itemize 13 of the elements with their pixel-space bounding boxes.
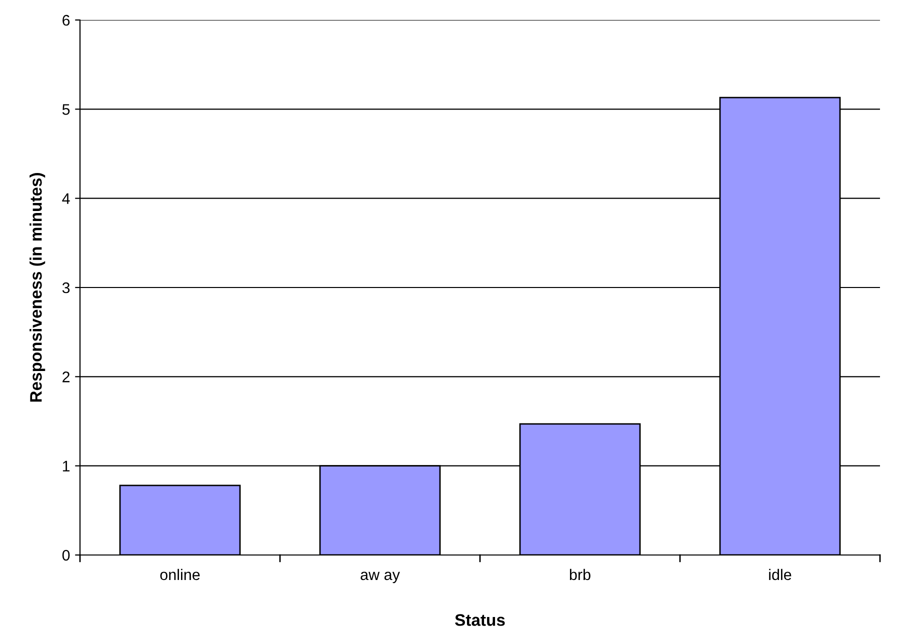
y-tick-label: 0	[62, 550, 70, 561]
x-tick-label: aw ay	[360, 572, 400, 584]
x-tick-label: brb	[570, 568, 590, 580]
y-axis-title: Responsiveness (in minutes)	[30, 173, 46, 402]
x-tick-label: idle	[769, 568, 792, 580]
y-tick-label: 1	[62, 460, 70, 472]
x-axis-title: Status	[455, 614, 505, 626]
y-tick-label: 4	[62, 193, 70, 204]
x-tick-label: online	[160, 568, 200, 580]
y-tick-label: 3	[62, 282, 70, 294]
y-tick-label: 6	[62, 14, 70, 26]
y-tick-label: 2	[62, 372, 70, 382]
y-tick-label: 5	[62, 104, 70, 115]
